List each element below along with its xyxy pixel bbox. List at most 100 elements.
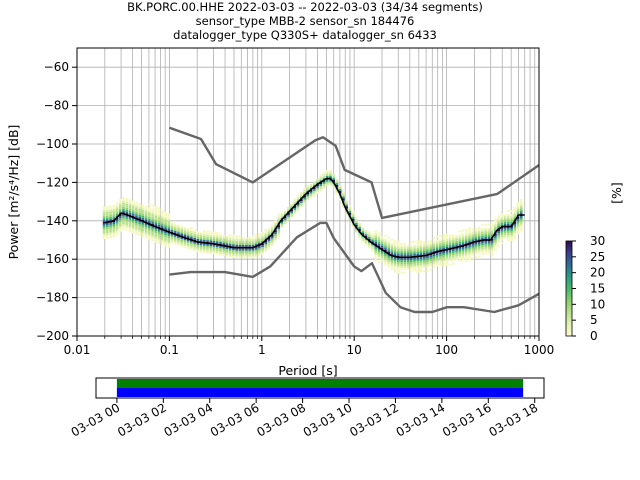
x-axis-ticks: 0.01 0.1 1 10 100 1000 [64, 336, 554, 357]
heatmap-cell [141, 217, 145, 220]
heatmap-cell [157, 211, 161, 214]
heatmap-cell [112, 204, 116, 207]
heatmap-cell [209, 234, 213, 237]
heatmap-cell [118, 229, 122, 232]
heatmap-cell [516, 228, 520, 231]
heatmap-cell [177, 243, 180, 246]
heatmap-cell [154, 223, 158, 226]
heatmap-cell [274, 226, 277, 229]
heatmap-cell [164, 219, 167, 222]
heatmap-cell [487, 248, 491, 251]
heatmap-cell [164, 233, 167, 236]
heatmap-cell [206, 251, 209, 254]
heatmap-cell [316, 192, 319, 194]
heatmap-cell [413, 261, 416, 264]
heatmap-cell [238, 235, 242, 238]
heatmap-cell [222, 254, 226, 257]
heatmap-cell [251, 248, 255, 251]
heatmap-cell [196, 238, 200, 241]
heatmap-cell [193, 247, 196, 250]
heatmap-cell [448, 259, 452, 262]
heatmap-cell [196, 248, 200, 251]
heatmap-cell [180, 241, 184, 243]
heatmap-cell [109, 232, 112, 235]
heatmap-cell [209, 244, 213, 247]
heatmap-cell [503, 227, 507, 230]
heatmap-cell [435, 241, 439, 244]
heatmap-cell [254, 249, 258, 252]
heatmap-cell [500, 224, 504, 227]
heatmap-cell [154, 240, 158, 243]
heatmap-cell [235, 254, 238, 257]
colorbar-tick-label: 15 [590, 282, 605, 296]
heatmap-cell [500, 228, 504, 231]
heatmap-cell [387, 246, 390, 249]
heatmap-cell [261, 233, 264, 236]
heatmap-cell [306, 184, 310, 187]
heatmap-cell [167, 228, 171, 231]
heatmap-cell [312, 181, 316, 184]
heatmap-cell [264, 228, 268, 231]
heatmap-cell [432, 263, 436, 266]
heatmap-cell [141, 235, 145, 238]
heatmap-cell [131, 212, 135, 215]
heatmap-cell [261, 250, 264, 253]
heatmap-cell [128, 222, 132, 225]
heatmap-cell [248, 239, 251, 241]
heatmap-cell [474, 227, 478, 230]
heatmap-cell [455, 238, 458, 241]
heatmap-cell [487, 235, 491, 238]
heatmap-cell [348, 205, 352, 207]
heatmap-cell [232, 234, 235, 237]
heatmap-cell [397, 265, 400, 268]
heatmap-cell [390, 242, 394, 245]
heatmap-cell [393, 262, 397, 265]
heatmap-cell [397, 261, 400, 264]
heatmap-cell [361, 231, 365, 234]
heatmap-cell [102, 221, 106, 224]
colorbar-tick-label: 25 [590, 250, 605, 264]
heatmap-cell [151, 216, 154, 219]
heatmap-cell [157, 240, 161, 243]
heatmap-cell [409, 248, 413, 251]
heatmap-cell [316, 184, 319, 187]
heatmap-cell [345, 206, 348, 209]
heatmap-cell [203, 247, 206, 250]
heatmap-cell [519, 210, 523, 213]
heatmap-cell [452, 255, 455, 257]
heatmap-cell [122, 227, 125, 230]
heatmap-cell [109, 209, 112, 212]
heatmap-cell [135, 213, 138, 216]
heatmap-cell [309, 185, 313, 188]
heatmap-cell [322, 183, 326, 186]
heatmap-cell [519, 198, 523, 201]
heatmap-cell [503, 219, 507, 222]
heatmap-cell [448, 255, 452, 258]
heatmap-cell [487, 250, 491, 253]
heatmap-cell [490, 234, 494, 237]
heatmap-cell [180, 244, 184, 247]
heatmap-cell [490, 246, 494, 249]
heatmap-cell [442, 259, 445, 262]
heatmap-cell [215, 245, 219, 248]
heatmap-cell [452, 245, 455, 248]
heatmap-cell [277, 227, 281, 229]
heatmap-cell [513, 212, 517, 215]
heatmap-cell [322, 178, 326, 180]
heatmap-cell [426, 248, 429, 251]
heatmap-cell [474, 235, 478, 238]
heatmap-cell [516, 205, 520, 208]
heatmap-cell [225, 252, 229, 255]
heatmap-cell [303, 189, 306, 192]
heatmap-cell [416, 267, 420, 269]
heatmap-cell [377, 238, 381, 240]
heatmap-cell [228, 253, 232, 256]
heatmap-cell [219, 251, 222, 254]
heatmap-cell [364, 243, 368, 246]
heatmap-cell [151, 233, 154, 236]
heatmap-cell [422, 258, 426, 261]
heatmap-cell [251, 244, 255, 247]
heatmap-cell [248, 254, 251, 257]
heatmap-cell [435, 243, 439, 246]
y-tick-label: −120 [36, 175, 69, 189]
